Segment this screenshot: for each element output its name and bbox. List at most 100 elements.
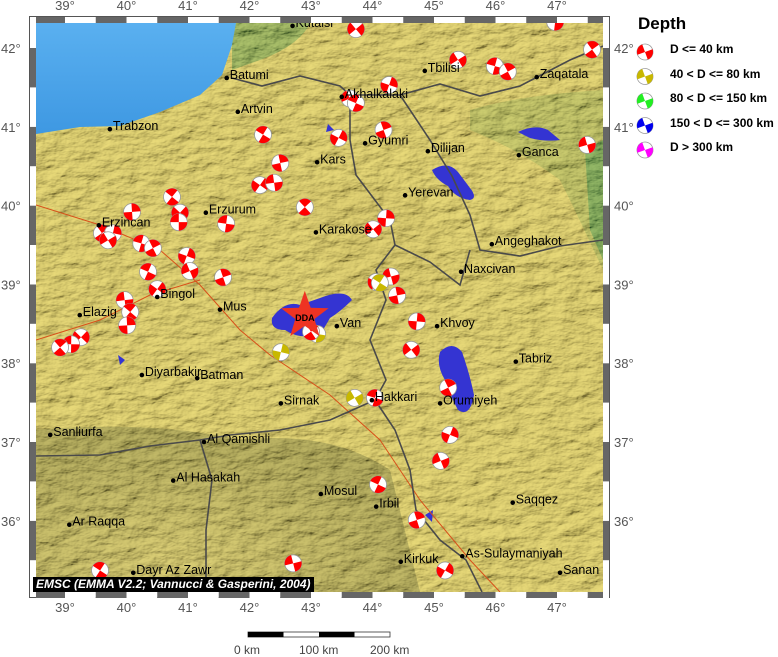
city-erzurum[interactable]: Erzurum <box>203 203 257 217</box>
city-sirnak[interactable]: Sirnak <box>278 393 320 407</box>
focal-mechanism-53[interactable] <box>438 423 461 446</box>
city-al-hasakah[interactable]: Al Hasakah <box>170 471 240 485</box>
map-area[interactable]: DDA Kutaisi Batumi Artvin Trabzon Akhalkalak… <box>36 10 630 592</box>
city-van[interactable]: Van <box>334 316 362 330</box>
focal-mechanism-6[interactable] <box>498 62 518 82</box>
focal-mechanism-21[interactable] <box>295 198 314 217</box>
focal-mechanism-29[interactable] <box>143 238 163 258</box>
city-label: Orumiyeh <box>443 393 497 407</box>
city-sanan[interactable]: Sanan <box>557 563 599 577</box>
city-dayr-az-zawr[interactable]: Dayr Az Zawr <box>130 563 211 577</box>
city-ar-raqqa[interactable]: Ar Raqqa <box>67 515 125 529</box>
legend-ball-icon-3[interactable] <box>635 115 656 136</box>
focal-mechanism-55[interactable] <box>367 473 390 496</box>
city-label: Erzincan <box>102 215 151 229</box>
legend-ball-icon-1[interactable] <box>635 66 656 87</box>
city-trabzon[interactable]: Trabzon <box>107 119 159 133</box>
city-elazig[interactable]: Elazig <box>77 305 117 319</box>
focal-mechanism-46[interactable] <box>402 340 421 359</box>
focal-mechanism-36[interactable] <box>369 272 390 293</box>
focal-mechanism-7[interactable] <box>377 73 400 96</box>
focal-mechanism-27[interactable] <box>98 231 117 250</box>
city-karakose[interactable]: Karakose <box>313 222 372 236</box>
city-ganca[interactable]: Ganca <box>516 145 559 159</box>
city-akhalkalaki[interactable]: Akhalkalaki <box>339 87 408 101</box>
focal-mechanism-23[interactable] <box>364 220 383 239</box>
city-sanliurfa[interactable]: Sanliurfa <box>47 425 103 439</box>
focal-mechanism-58[interactable] <box>282 552 305 575</box>
focal-mechanism-40[interactable] <box>120 302 140 322</box>
city-saqqez[interactable]: Saqqez <box>510 493 558 507</box>
focal-mechanism-4[interactable] <box>448 50 467 69</box>
focal-mechanisms <box>51 10 601 581</box>
focal-mechanism-24[interactable] <box>214 212 238 236</box>
city-khvoy[interactable]: Khvoy <box>434 316 476 330</box>
focal-mechanism-57[interactable] <box>434 559 456 581</box>
city-mus[interactable]: Mus <box>217 300 247 314</box>
city-batman[interactable]: Batman <box>194 368 243 382</box>
city-diyarbakir[interactable]: Diyarbakir <box>139 365 202 379</box>
lat-label-36: 36° <box>614 514 634 529</box>
city-irbil[interactable]: Irbil <box>373 497 399 511</box>
lat-label-39: 39° <box>614 277 634 292</box>
focal-mechanism-32[interactable] <box>137 260 160 283</box>
focal-mechanism-22[interactable] <box>374 206 398 230</box>
focal-mechanism-59[interactable] <box>89 560 110 581</box>
focal-mechanism-1[interactable] <box>543 10 567 34</box>
epicenter-star[interactable]: DDA <box>281 290 329 337</box>
focal-mechanism-16[interactable] <box>262 171 285 194</box>
city-yerevan[interactable]: Yerevan <box>402 185 454 199</box>
focal-mechanism-20[interactable] <box>167 210 191 234</box>
focal-mechanism-10[interactable] <box>373 119 395 141</box>
focal-mechanism-11[interactable] <box>328 127 350 149</box>
lon-label-40: 40° <box>117 0 137 13</box>
focal-mechanism-30[interactable] <box>175 244 198 267</box>
city-kutaisi[interactable]: Kutaisi <box>290 16 333 30</box>
focal-mechanism-14[interactable] <box>269 152 292 175</box>
legend-ball-icon-4[interactable] <box>635 140 656 161</box>
focal-mechanism-18[interactable] <box>120 200 144 224</box>
city-gyumri[interactable]: Gyumri <box>362 133 409 147</box>
focal-mechanism-41[interactable] <box>115 313 139 337</box>
focal-mechanism-45[interactable] <box>405 309 429 333</box>
focal-mechanism-12[interactable] <box>576 134 598 156</box>
city-bingol[interactable]: Bingol <box>154 287 195 301</box>
focal-mechanism-56[interactable] <box>406 509 428 531</box>
city-mosul[interactable]: Mosul <box>318 484 358 498</box>
focal-mechanism-9[interactable] <box>344 92 367 115</box>
city-zaqatala[interactable]: Zaqatala <box>534 67 588 81</box>
focal-mechanism-54[interactable] <box>430 450 451 471</box>
focal-mechanism-49[interactable] <box>269 340 293 364</box>
city-dilijan[interactable]: Dilijan <box>425 141 465 155</box>
focal-mechanism-2[interactable] <box>583 40 601 59</box>
focal-mechanism-31[interactable] <box>179 260 200 281</box>
city-label: Mus <box>223 300 247 314</box>
city-kars[interactable]: Kars <box>314 152 346 166</box>
legend-ball-icon-0[interactable] <box>635 42 656 63</box>
city-orumiyeh[interactable]: Orumiyeh <box>437 393 498 407</box>
city-al-qamishli[interactable]: Al Qamishli <box>201 432 271 446</box>
focal-mechanism-37[interactable] <box>386 284 409 307</box>
city-batumi[interactable]: Batumi <box>224 68 269 82</box>
city-angeghakot[interactable]: Angeghakot <box>489 234 563 248</box>
city-label: Khvoy <box>440 316 475 330</box>
focal-mechanism-33[interactable] <box>212 266 234 288</box>
city-hakkari[interactable]: Hakkari <box>369 390 418 404</box>
city-artvin[interactable]: Artvin <box>235 102 273 116</box>
epicenter-label: DDA <box>295 313 315 323</box>
city-tbilisi[interactable]: Tbilisi <box>422 61 460 75</box>
focal-mechanism-38[interactable] <box>147 279 168 300</box>
city-naxcivan[interactable]: Naxcivan <box>458 262 516 276</box>
city-tabriz[interactable]: Tabriz <box>513 352 552 366</box>
focal-mechanism-44[interactable] <box>51 338 69 357</box>
focal-mechanism-50[interactable] <box>345 388 365 408</box>
focal-mechanism-13[interactable] <box>252 124 274 146</box>
legend-ball-icon-2[interactable] <box>635 91 656 112</box>
lon-label-47: 47° <box>547 600 567 615</box>
city-kirkuk[interactable]: Kirkuk <box>398 552 439 566</box>
city-erzincan[interactable]: Erzincan <box>96 215 151 229</box>
focal-mechanism-0[interactable] <box>346 21 365 38</box>
focal-mechanism-17[interactable] <box>162 187 182 207</box>
city-as-sulaymaniyah[interactable]: As-Sulaymaniyah <box>459 546 563 560</box>
focal-mechanism-52[interactable] <box>438 377 459 398</box>
